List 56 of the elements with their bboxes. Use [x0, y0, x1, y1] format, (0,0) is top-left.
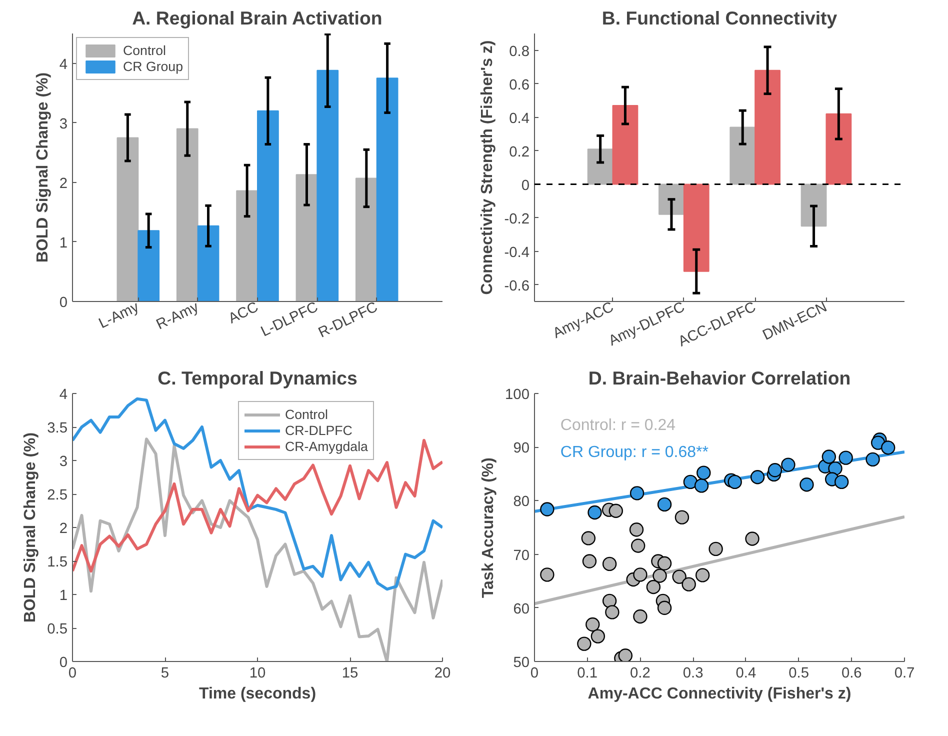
legend-label: CR-Amygdala [285, 439, 368, 454]
x-tick-label: 5 [160, 666, 170, 682]
y-tick-label: 90 [513, 440, 530, 457]
y-tick-label: 0.5 [47, 622, 68, 638]
y-tick-label: 4 [59, 387, 68, 403]
y-tick-label: 2.5 [47, 488, 68, 504]
y-tick-label: -0.4 [504, 244, 530, 261]
legend-label: CR Group [123, 59, 183, 74]
x-tick-label: 0.3 [682, 666, 704, 682]
y-tick-label: 80 [513, 494, 530, 510]
y-tick-label: -0.2 [504, 211, 530, 228]
y-tick-label: 0.2 [509, 144, 530, 160]
chart-title: B. Functional Connectivity [602, 8, 838, 28]
x-tick-label: 0.4 [736, 666, 756, 682]
y-tick-label: 0 [59, 655, 68, 671]
x-tick-label: 0.7 [894, 666, 915, 682]
y-tick-label: 3 [59, 454, 68, 470]
y-tick-label: 50 [513, 655, 530, 671]
x-tick-label: 0.5 [788, 666, 809, 682]
y-tick-label: 3 [59, 116, 68, 132]
y-axis-title: Task Accuracy (%) [480, 458, 498, 598]
y-tick-label: 60 [513, 601, 530, 618]
y-tick-label: 0 [521, 178, 530, 194]
chart-title: C. Temporal Dynamics [158, 368, 358, 388]
x-tick-label: 0.1 [577, 666, 598, 682]
y-axis-title: BOLD Signal Change (%) [34, 72, 52, 263]
x-tick-label: 15 [342, 666, 358, 682]
y-axis-title: BOLD Signal Change (%) [22, 432, 40, 623]
y-tick-label: 0.6 [509, 77, 530, 94]
y-tick-label: 4 [59, 56, 68, 73]
x-tick-label: 20 [434, 666, 451, 682]
annotation: CR Group: r = 0.68** [560, 444, 708, 461]
x-axis-title: Time (seconds) [198, 686, 316, 702]
chart-title: D. Brain-Behavior Correlation [588, 368, 851, 388]
annotation: Control: r = 0.24 [560, 417, 676, 434]
y-tick-label: 3.5 [47, 420, 68, 436]
y-tick-label: 2 [59, 176, 68, 192]
x-tick-label: ACC [226, 299, 262, 328]
x-tick-label: 10 [249, 666, 266, 682]
y-tick-label: 70 [513, 548, 530, 564]
x-axis-title: Amy-ACC Connectivity (Fisher's z) [588, 686, 852, 702]
legend-label: Control [123, 43, 166, 58]
y-tick-label: 2 [59, 521, 68, 537]
y-tick-label: 1.5 [47, 554, 68, 570]
y-tick-label: 0.8 [509, 44, 530, 60]
legend-label: Control [285, 407, 328, 422]
y-tick-label: 1 [59, 588, 68, 604]
x-tick-label: 0.2 [630, 666, 650, 682]
y-tick-label: 100 [505, 387, 530, 403]
x-tick-label: 0.6 [841, 666, 862, 682]
y-tick-label: -0.6 [504, 278, 530, 294]
y-tick-label: 0.4 [509, 110, 530, 127]
legend-label: CR-DLPFC [285, 423, 352, 438]
y-axis-title: Connectivity Strength (Fisher's z) [479, 40, 496, 295]
chart-title: A. Regional Brain Activation [132, 8, 382, 28]
y-tick-label: 1 [59, 235, 68, 252]
